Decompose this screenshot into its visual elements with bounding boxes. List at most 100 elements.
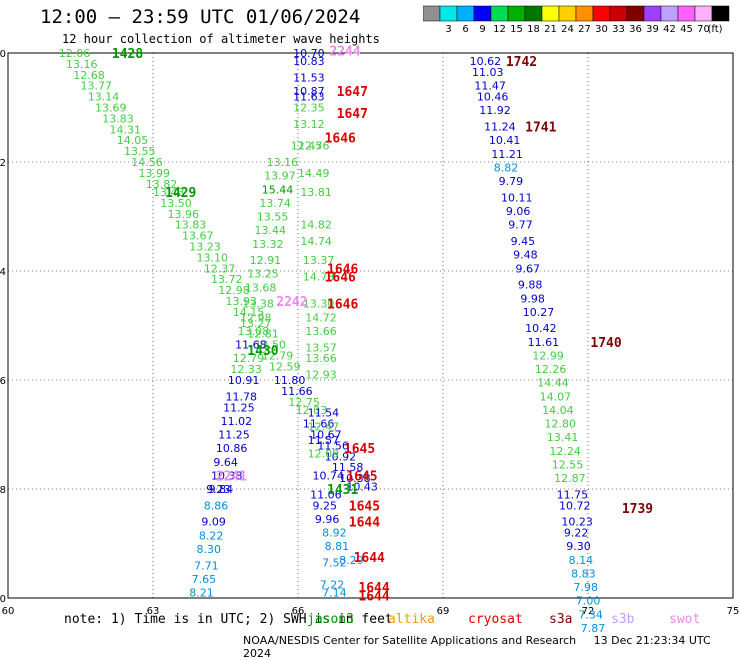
wave-height-value: 12.37: [204, 262, 236, 275]
wave-height-value: 9.06: [506, 205, 531, 218]
pass-time-label: 1646: [325, 270, 356, 285]
wave-height-value: 13.43: [153, 186, 185, 199]
pass-time-label: 1739: [622, 502, 653, 517]
wave-height-value: 8.30: [197, 543, 222, 556]
wave-height-value: 12.33: [230, 363, 261, 376]
wave-height-value: 11.54: [308, 407, 340, 420]
wave-height-value: 11.66: [303, 418, 335, 431]
pass-time-label: 1740: [590, 336, 621, 351]
latitude-label: -38: [0, 485, 6, 496]
pass-time-label: 1647: [337, 85, 368, 100]
pass-time-label: 1645: [349, 499, 380, 514]
wave-height-value: 13.38: [242, 298, 274, 311]
wave-height-value: 10.70: [293, 47, 325, 60]
wave-height-value: 9.22: [564, 527, 589, 540]
wave-height-value: 13.27: [240, 317, 272, 330]
wave-height-value: 13.66: [305, 352, 337, 365]
wave-height-value: 11.61: [528, 336, 560, 349]
satellite-label-altika: altika: [388, 612, 435, 627]
wave-height-value: 13.93: [226, 295, 258, 308]
wave-height-value: 11.06: [310, 488, 342, 501]
wave-height-value: 13.16: [66, 58, 98, 71]
wave-height-value: 8.83: [571, 567, 596, 580]
pass-time-label: 1644: [358, 589, 389, 604]
wave-height-value: 10.91: [228, 374, 260, 387]
legend-tick-label: 9: [479, 24, 485, 35]
wave-height-value: 7.34: [578, 608, 603, 621]
wave-height-value: 10.42: [525, 322, 557, 335]
satellite-label-jason3: jason3: [307, 612, 354, 627]
wave-height-value: 13.81: [300, 186, 332, 199]
pass-time-label: 2241: [216, 469, 247, 484]
wave-height-value: 11.58: [332, 461, 364, 474]
wave-height-value: 10.74: [313, 469, 345, 482]
wave-height-value: 7.98: [574, 581, 599, 594]
wave-height-value: 13.83: [102, 112, 134, 125]
wave-height-value: 13.16: [267, 156, 299, 169]
wave-height-value: 11.21: [491, 148, 523, 161]
wave-height-value: 13.08: [238, 325, 269, 338]
wave-height-value: 12.03: [296, 404, 328, 417]
legend-tick-label: 6: [462, 24, 468, 35]
pass-time-label: 1644: [358, 581, 389, 596]
wave-height-value: 9.09: [201, 516, 226, 529]
wave-height-value: 13.82: [146, 178, 178, 191]
longitude-label: 66: [292, 606, 305, 617]
wave-height-value: 13.41: [547, 431, 579, 444]
legend-tick-label: 39: [646, 24, 659, 35]
wave-height-value: 7.52: [322, 557, 347, 570]
wave-height-value: 11.53: [293, 72, 325, 85]
legend-tick-label: 15: [510, 24, 523, 35]
wave-height-value: 12.47: [308, 420, 340, 433]
pass-time-label: 1741: [525, 121, 556, 136]
pass-time-label: 2242: [276, 295, 307, 310]
wave-height-value: 10.46: [477, 91, 509, 104]
wave-height-value: 13.50: [160, 197, 192, 210]
wave-height-value: 13.55: [124, 145, 156, 158]
footer-note: note: 1) Time is in UTC; 2) SWH is in fe…: [64, 612, 393, 627]
legend-unit: (ft): [707, 24, 722, 35]
wave-height-value: 11.80: [274, 374, 306, 387]
wave-height-value: 10.27: [523, 306, 555, 319]
wave-height-value: 12.87: [554, 472, 586, 485]
wave-height-value: 12.79: [262, 349, 294, 362]
wave-height-value: 9.84: [209, 483, 234, 496]
legend-tick-label: 42: [663, 24, 676, 35]
wave-height-value: 10.38: [339, 472, 371, 485]
wave-height-value: 12.06: [59, 47, 91, 60]
wave-height-value: 7.71: [194, 559, 219, 572]
wave-height-value: 12.68: [73, 69, 105, 82]
wave-height-value: 14.15: [233, 306, 265, 319]
pass-time-label: 1645: [344, 442, 375, 457]
wave-height-value: 13.67: [182, 230, 214, 243]
wave-height-value: 10.23: [561, 516, 593, 529]
pass-time-label: 1428: [112, 47, 143, 62]
wave-height-value: 12.93: [305, 369, 337, 382]
wave-height-value: 12.98: [218, 284, 250, 297]
wave-height-value: 12.45: [291, 140, 323, 153]
wave-height-value: 7.65: [192, 573, 217, 586]
wave-height-value: 9.88: [518, 279, 543, 292]
wave-height-value: 14.78: [303, 270, 335, 283]
satellite-label-cryosat: cryosat: [468, 612, 523, 627]
legend-swatch: [711, 5, 730, 22]
wave-height-value: 11.57: [308, 434, 340, 447]
wave-height-value: 9.30: [566, 540, 591, 553]
wave-height-value: 12.09: [308, 448, 340, 461]
legend-tick-label: 27: [578, 24, 591, 35]
legend-tick-label: 18: [527, 24, 540, 35]
map-frame: [7, 52, 734, 599]
wave-height-value: 8.81: [325, 540, 350, 553]
wave-height-value: 13.32: [252, 238, 283, 251]
wave-height-value: 12.80: [545, 418, 577, 431]
wave-height-value: 9.64: [213, 456, 238, 469]
wave-height-value: 8.14: [569, 554, 594, 567]
pass-time-label: 1646: [327, 262, 358, 277]
wave-height-value: 14.82: [300, 219, 332, 232]
pass-time-label: 2244: [329, 44, 360, 59]
wave-height-value: 10.87: [293, 85, 325, 98]
map-title: 12:00 – 23:59 UTC 01/06/2024: [40, 6, 361, 28]
wave-height-value: 7.22: [320, 578, 345, 591]
